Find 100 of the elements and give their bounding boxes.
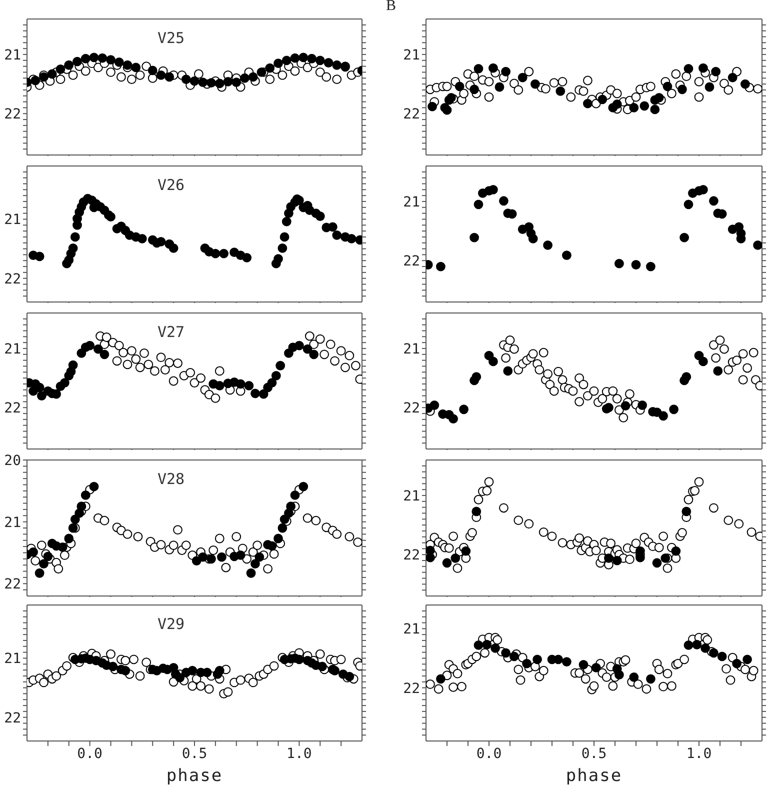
point xyxy=(290,53,300,63)
point xyxy=(682,72,692,82)
point xyxy=(133,532,143,542)
point xyxy=(214,366,224,376)
point xyxy=(715,336,725,345)
point xyxy=(294,654,304,664)
point xyxy=(604,402,614,412)
text: V29 xyxy=(158,615,185,633)
point xyxy=(625,389,634,399)
point xyxy=(52,671,62,681)
point xyxy=(144,360,154,370)
point xyxy=(474,640,484,650)
point xyxy=(267,541,277,551)
text: V26 xyxy=(158,176,185,194)
point xyxy=(459,404,468,414)
point xyxy=(678,84,687,94)
point xyxy=(631,92,641,102)
point xyxy=(698,184,708,194)
point xyxy=(198,552,208,562)
point xyxy=(135,362,145,372)
point xyxy=(461,546,471,556)
point xyxy=(254,552,264,562)
point xyxy=(501,648,510,658)
point xyxy=(631,260,641,270)
point xyxy=(503,366,513,376)
point xyxy=(34,252,44,262)
point xyxy=(474,64,484,74)
point xyxy=(173,525,182,535)
point xyxy=(578,380,588,390)
point xyxy=(246,568,256,578)
point xyxy=(271,370,281,380)
point xyxy=(736,234,746,244)
point xyxy=(62,661,72,671)
point xyxy=(250,559,260,569)
point xyxy=(89,52,99,62)
point xyxy=(315,334,325,344)
point xyxy=(717,652,727,662)
point xyxy=(137,234,147,244)
x-tick-label: 0.5 xyxy=(581,746,607,762)
point xyxy=(30,556,40,566)
point xyxy=(604,553,614,563)
point xyxy=(68,360,78,370)
point xyxy=(39,678,48,688)
point xyxy=(122,60,132,70)
point xyxy=(126,346,136,356)
y-tick-label: 21 xyxy=(4,212,21,228)
point xyxy=(214,381,224,390)
point xyxy=(214,78,224,88)
point xyxy=(738,375,748,385)
point xyxy=(236,379,246,389)
point xyxy=(267,378,277,388)
point xyxy=(80,490,90,500)
point xyxy=(720,78,729,88)
point xyxy=(223,687,233,697)
point xyxy=(472,506,482,516)
point xyxy=(549,78,559,88)
point xyxy=(709,648,718,658)
point xyxy=(265,63,275,73)
point xyxy=(202,668,212,678)
point xyxy=(181,74,191,84)
point xyxy=(488,184,498,194)
point xyxy=(704,82,714,92)
point xyxy=(315,212,325,221)
point xyxy=(549,386,559,396)
point xyxy=(583,98,592,108)
point xyxy=(208,546,218,555)
point xyxy=(135,671,145,681)
point xyxy=(311,516,321,526)
point xyxy=(614,258,624,268)
point xyxy=(156,70,166,80)
point xyxy=(474,200,484,210)
point xyxy=(28,547,38,557)
point xyxy=(450,553,460,563)
point xyxy=(732,356,742,366)
point xyxy=(173,358,182,368)
point xyxy=(30,76,40,86)
point xyxy=(488,356,498,366)
point xyxy=(232,532,242,542)
point xyxy=(336,346,346,356)
point xyxy=(102,332,112,342)
point xyxy=(64,60,74,70)
point xyxy=(324,58,334,68)
point xyxy=(89,482,99,492)
point xyxy=(196,373,206,383)
point xyxy=(332,60,342,70)
point xyxy=(598,394,608,404)
point xyxy=(510,78,519,88)
point xyxy=(554,366,563,376)
point xyxy=(214,666,224,676)
point xyxy=(753,240,762,250)
point xyxy=(217,552,226,562)
point xyxy=(106,68,116,77)
point xyxy=(589,386,599,396)
point xyxy=(528,234,538,244)
point xyxy=(196,681,206,691)
y-tick-label: 21 xyxy=(403,622,420,638)
point xyxy=(684,200,694,210)
point xyxy=(60,378,70,388)
point xyxy=(618,412,628,422)
point xyxy=(236,550,246,560)
